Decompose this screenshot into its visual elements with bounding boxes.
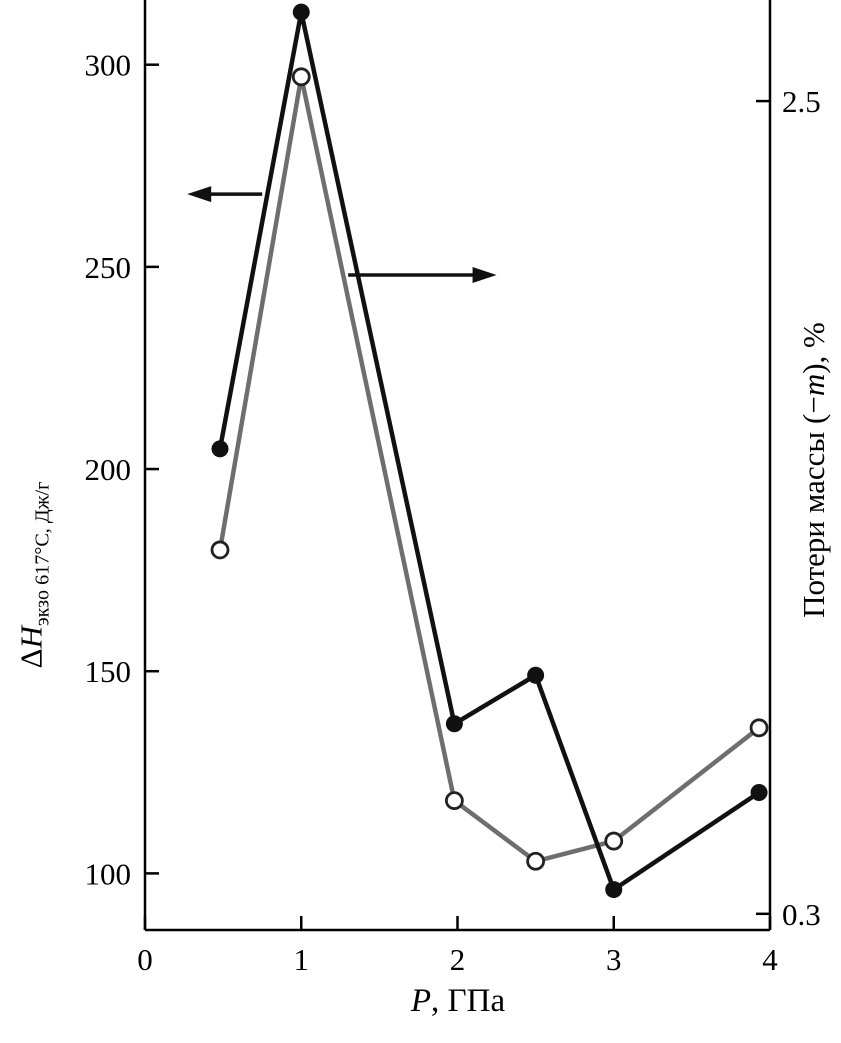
marker-filled [292, 3, 310, 21]
y-right-tick-label: 0.3 [782, 897, 821, 932]
y-left-tick-label: 150 [85, 654, 132, 689]
x-axis-label: P, ГПа [411, 983, 505, 1020]
marker-filled [605, 881, 623, 899]
right-axis-label-symbol: m [796, 373, 831, 397]
left-axis-label: ΔHэкзо 617°C, Дж/г [13, 482, 54, 669]
marker-open [749, 718, 769, 738]
marker-filled [445, 715, 463, 733]
y-right-tick-label: 2.5 [782, 84, 821, 119]
y-left-tick-label: 100 [85, 856, 132, 891]
x-tick-label: 3 [606, 942, 622, 977]
annotation-arrow-head [187, 186, 212, 203]
y-left-tick-label: 250 [85, 250, 132, 285]
x-axis-label-symbol: P [410, 983, 432, 1019]
x-tick-label: 2 [450, 942, 466, 977]
marker-filled [527, 666, 545, 684]
left-axis-label-symbol: H [13, 626, 49, 649]
y-left-tick-label: 200 [85, 452, 132, 487]
marker-filled [750, 784, 768, 802]
right-axis-label-pre: Потери массы (− [796, 396, 831, 618]
x-tick-label: 0 [137, 942, 153, 977]
marker-open [604, 831, 624, 851]
series-line-delta-H-exo-filled-circles [217, 11, 761, 894]
right-axis-label: Потери массы (−m), % [796, 322, 832, 618]
left-axis-label-delta: Δ [13, 648, 49, 669]
x-axis-label-rest: , ГПа [431, 983, 506, 1019]
x-tick-label: 1 [294, 942, 310, 977]
annotation-arrow-head [472, 266, 497, 283]
marker-open [526, 851, 546, 871]
series-line-mass-loss-open-circles [217, 76, 761, 864]
marker-filled [211, 440, 229, 458]
y-left-tick-label: 300 [85, 48, 132, 83]
marker-open [444, 791, 464, 811]
left-axis-label-subscript: экзо 617°C, Дж/г [31, 481, 54, 627]
marker-open [291, 67, 311, 87]
x-tick-label: 4 [762, 942, 778, 977]
marker-open [210, 540, 230, 560]
right-axis-label-post: ), % [796, 322, 831, 374]
